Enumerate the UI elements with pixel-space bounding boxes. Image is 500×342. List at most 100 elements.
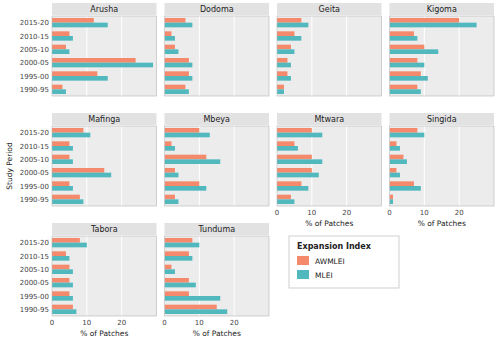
bars	[165, 238, 228, 314]
panel-title: Kigoma	[427, 5, 457, 14]
bar	[390, 63, 425, 68]
bar	[390, 186, 421, 191]
bar	[52, 23, 108, 28]
y-tick-label: 1990-95	[20, 306, 49, 314]
y-tick-label: 1990-95	[20, 196, 49, 204]
bar	[390, 155, 404, 160]
bar	[277, 58, 287, 63]
bar	[277, 128, 312, 133]
bar	[52, 291, 69, 296]
y-tick-label: 1990-95	[20, 86, 49, 94]
bar	[52, 155, 69, 160]
y-tick-label: 2010-15	[20, 143, 49, 151]
y-tick-label: 2015-20	[20, 129, 49, 137]
bar	[277, 18, 301, 23]
bar	[277, 45, 291, 50]
panel-title: Arusha	[90, 5, 118, 14]
bar	[165, 238, 193, 243]
panel-title: Mafinga	[88, 115, 120, 124]
y-tick-label: 1995-00	[20, 183, 49, 191]
bar	[390, 76, 428, 81]
plot-background	[52, 236, 157, 316]
bar	[165, 49, 179, 54]
plot-frame	[277, 16, 382, 96]
bars	[390, 18, 477, 94]
grid-line	[459, 126, 460, 206]
bar	[390, 168, 397, 173]
bar	[390, 23, 477, 28]
y-tick-label: 2000-05	[20, 59, 49, 67]
bar	[390, 173, 400, 178]
bars	[52, 128, 111, 204]
bar	[277, 159, 322, 164]
bar	[277, 199, 294, 204]
x-tick-label: 20	[342, 209, 351, 217]
grid-line	[311, 16, 312, 96]
x-tick-label: 10	[307, 209, 316, 217]
bar	[52, 296, 73, 301]
bar	[52, 63, 153, 68]
bar	[52, 168, 104, 173]
bar	[165, 58, 189, 63]
x-tick-label: 0	[50, 319, 54, 327]
grid-line	[86, 16, 87, 96]
bar	[52, 181, 69, 186]
bar	[52, 128, 83, 133]
bar	[165, 296, 221, 301]
bar	[52, 159, 73, 164]
bar	[277, 23, 308, 28]
panel: Geita	[277, 3, 382, 96]
bar	[277, 141, 294, 146]
bar	[277, 49, 294, 54]
panel-title: Singida	[427, 115, 457, 124]
y-tick-label: 2000-05	[20, 279, 49, 287]
title-strip	[52, 223, 157, 235]
bar	[165, 305, 217, 310]
bar	[277, 85, 284, 90]
grid-line	[346, 16, 347, 96]
bar	[165, 133, 210, 138]
bar	[165, 36, 175, 41]
bar	[165, 85, 186, 90]
bar	[390, 141, 397, 146]
plot-background	[277, 16, 382, 96]
bar	[165, 141, 172, 146]
x-axis-label: % of Patches	[418, 219, 466, 228]
bar	[52, 146, 73, 151]
x-tick-label: 20	[117, 319, 126, 327]
chart-root: Arusha 2015-20 2010-15 2005-10 2000-05 1995-0…	[0, 0, 500, 342]
plot-frame	[165, 236, 270, 316]
bar	[52, 71, 97, 76]
title-strip	[390, 3, 495, 15]
bar	[52, 309, 76, 314]
grid-line	[121, 126, 122, 206]
bar	[165, 45, 175, 50]
y-tick-label: 2015-20	[20, 239, 49, 247]
grid-line	[311, 126, 312, 206]
bar	[52, 305, 73, 310]
y-tick-label: 2005-10	[20, 266, 49, 274]
y-tick-label: 2005-10	[20, 156, 49, 164]
bar	[52, 76, 108, 81]
bar	[390, 89, 421, 94]
bars	[52, 238, 87, 314]
bar	[390, 36, 418, 41]
bar	[52, 45, 66, 50]
bar	[52, 89, 66, 94]
plot-background	[165, 126, 270, 206]
bar	[390, 146, 400, 151]
bar	[52, 269, 73, 274]
bar	[52, 31, 69, 36]
bar	[277, 71, 287, 76]
bar	[52, 49, 69, 54]
bar	[165, 195, 175, 200]
bar	[390, 45, 425, 50]
bar	[165, 89, 189, 94]
bar	[52, 186, 73, 191]
panel: Arusha2015-202010-152005-102000-051995-0…	[20, 3, 157, 96]
bar	[390, 181, 414, 186]
plot-background	[52, 126, 157, 206]
grid-line	[234, 236, 235, 316]
bar	[165, 251, 189, 256]
bar	[165, 71, 189, 76]
